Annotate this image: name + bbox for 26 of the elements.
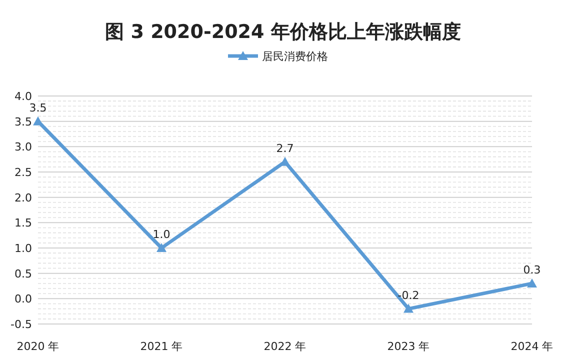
point <box>404 304 414 313</box>
point <box>156 243 166 252</box>
y-tick-label: -0.5 <box>10 318 32 331</box>
y-tick-label: 4.0 <box>14 90 32 103</box>
y-tick-label: 2.5 <box>14 166 32 179</box>
legend-label: 居民消费价格 <box>262 50 328 63</box>
point <box>33 116 43 126</box>
data-label: 3.5 <box>29 101 47 114</box>
y-tick-label: 3.5 <box>14 115 32 128</box>
y-tick-label: 0.0 <box>14 292 32 306</box>
x-tick-label: 2024 年 <box>510 340 554 353</box>
y-tick-label: 3.0 <box>14 140 32 154</box>
data-label: 0.3 <box>523 263 541 276</box>
x-tick-label: 2020 年 <box>16 340 60 353</box>
y-tick-label: 1.0 <box>14 242 32 255</box>
x-tick-label: 2022 年 <box>264 340 306 353</box>
data-label: 2.7 <box>276 142 294 155</box>
y-tick-label: 0.5 <box>14 267 32 280</box>
chart-title: 图 3 2020-2024 年价格比上年涨跌幅度 <box>105 21 461 43</box>
x-tick-label: 2023 年 <box>387 340 430 353</box>
data-label: -0.2 <box>398 288 420 302</box>
y-tick-label: 2.0 <box>14 191 32 204</box>
data-label: 1.0 <box>152 228 170 241</box>
point <box>527 278 537 288</box>
y-tick-label: 1.5 <box>14 216 32 230</box>
x-tick-label: 2021 年 <box>140 340 183 353</box>
